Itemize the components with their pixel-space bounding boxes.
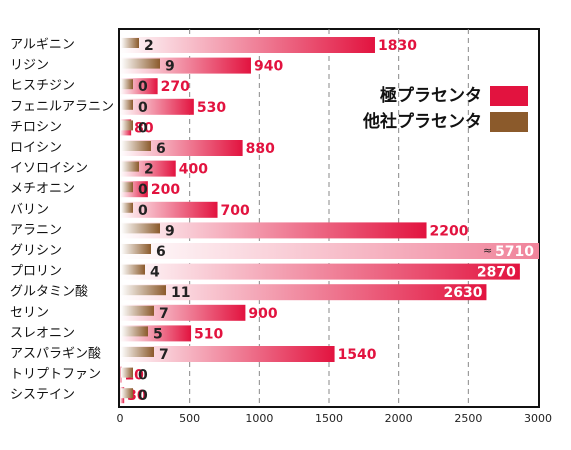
bar xyxy=(120,346,335,362)
category-label: スレオニン xyxy=(10,326,75,341)
value-label-other: 0 xyxy=(138,79,148,95)
bar-other xyxy=(121,326,148,337)
value-label: 700 xyxy=(221,203,250,219)
bar-other xyxy=(121,244,151,254)
category-label: イソロイシン xyxy=(10,161,88,176)
value-label-other: 9 xyxy=(165,223,175,239)
value-label-other: 6 xyxy=(156,141,166,157)
bar-other xyxy=(121,367,133,378)
value-label: 510 xyxy=(194,326,223,342)
value-label-other: 7 xyxy=(159,347,169,363)
value-label-other: 0 xyxy=(138,120,148,136)
value-label-other: 11 xyxy=(171,285,190,301)
legend-label: 他社プラセンタ xyxy=(362,111,482,132)
overlay: 1830294092700530080088064002200070002200… xyxy=(121,38,534,404)
bar-other xyxy=(121,58,160,69)
bar-other xyxy=(121,347,154,357)
value-label-other: 0 xyxy=(138,388,148,404)
bar-other xyxy=(121,264,145,275)
value-label-other: 0 xyxy=(138,368,148,384)
bar-other xyxy=(121,202,133,213)
bar-other xyxy=(121,141,151,151)
category-label: セリン xyxy=(10,305,49,320)
value-label-other: 4 xyxy=(150,265,160,281)
value-label-other: 7 xyxy=(159,306,169,322)
bar xyxy=(120,263,520,280)
value-label: 1830 xyxy=(378,38,417,54)
bar-other xyxy=(121,182,133,193)
bar-other xyxy=(121,388,133,399)
value-label: 2870 xyxy=(477,265,516,281)
category-label: ヒスチジン xyxy=(10,79,75,94)
category-label: アスパラギン酸 xyxy=(10,347,101,362)
bar-other xyxy=(121,38,139,48)
category-label: グルタミン酸 xyxy=(10,285,88,300)
legend-swatch xyxy=(490,112,528,132)
category-label: グリシン xyxy=(10,244,62,259)
value-label-other: 0 xyxy=(138,182,148,198)
value-label-other: 5 xyxy=(153,326,163,342)
bar xyxy=(120,201,218,218)
value-label: 880 xyxy=(246,141,275,157)
bar-other xyxy=(121,99,133,110)
category-label: チロシン xyxy=(10,120,62,135)
bar xyxy=(120,98,194,115)
x-tick-label: 0 xyxy=(117,412,124,425)
bar xyxy=(120,243,539,259)
value-label: 940 xyxy=(254,59,283,75)
value-label: 5710 xyxy=(495,244,534,260)
legend-label: 極プラセンタ xyxy=(380,85,482,106)
value-label: 200 xyxy=(151,182,180,198)
category-label: システイン xyxy=(10,388,75,403)
value-label-other: 2 xyxy=(144,38,154,54)
category-label: アラニン xyxy=(10,223,62,238)
x-tick-label: 3000 xyxy=(524,412,552,425)
category-label: トリプトファン xyxy=(10,367,101,382)
value-label: 270 xyxy=(161,79,190,95)
bar-other xyxy=(121,305,154,316)
value-label: 2630 xyxy=(443,285,482,301)
category-label: フェニルアラニン xyxy=(10,99,114,114)
value-label-other: 0 xyxy=(138,203,148,219)
value-label: 400 xyxy=(179,162,208,178)
bar xyxy=(120,37,375,53)
bar-other xyxy=(121,120,133,131)
legend-swatch xyxy=(490,86,528,106)
bars xyxy=(120,37,539,404)
x-tick-label: 2500 xyxy=(454,412,482,425)
category-label: アルギニン xyxy=(10,38,75,53)
grid: 0 500 1000 1500 2000 2500 3000 xyxy=(117,29,552,425)
bar xyxy=(120,366,122,383)
category-label: ロイシン xyxy=(10,141,62,156)
bar-other xyxy=(121,285,166,296)
value-label: 900 xyxy=(248,306,277,322)
value-label: 1540 xyxy=(338,347,377,363)
bar-other xyxy=(121,161,139,172)
value-label-other: 6 xyxy=(156,244,166,260)
bar-other xyxy=(121,223,160,234)
value-label-other: 2 xyxy=(144,162,154,178)
value-label: 530 xyxy=(197,100,226,116)
value-label-other: 0 xyxy=(138,100,148,116)
category-label: バリン xyxy=(10,202,49,217)
bar-other xyxy=(121,79,133,90)
bar xyxy=(120,222,427,239)
x-tick-label: 1000 xyxy=(245,412,273,425)
value-label: 2200 xyxy=(430,223,469,239)
category-label: リジン xyxy=(10,58,49,73)
category-label: プロリン xyxy=(10,264,62,279)
category-label: メチオニン xyxy=(10,182,75,197)
value-label-other: 9 xyxy=(165,59,175,75)
x-tick-label: 2000 xyxy=(385,412,413,425)
x-tick-label: 500 xyxy=(179,412,200,425)
x-tick-label: 1500 xyxy=(315,412,343,425)
value-label: 80 xyxy=(134,120,154,136)
axis-break: ≈ xyxy=(483,244,492,257)
bar xyxy=(120,284,487,301)
